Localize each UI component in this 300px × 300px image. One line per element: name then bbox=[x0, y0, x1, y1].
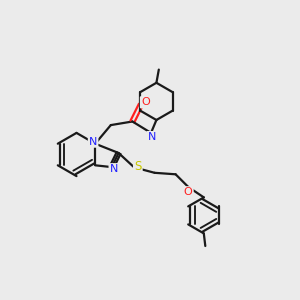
Text: N: N bbox=[89, 136, 97, 147]
Text: O: O bbox=[141, 97, 150, 107]
Text: S: S bbox=[134, 160, 142, 173]
Text: N: N bbox=[110, 164, 118, 174]
Text: N: N bbox=[147, 132, 156, 142]
Text: O: O bbox=[184, 187, 193, 197]
